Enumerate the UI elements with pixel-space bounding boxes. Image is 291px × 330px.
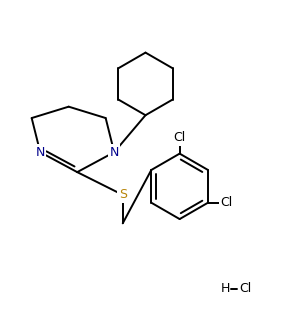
Text: Cl: Cl — [239, 282, 251, 295]
Text: S: S — [119, 188, 127, 201]
Text: N: N — [109, 146, 119, 159]
Text: Cl: Cl — [220, 196, 233, 209]
Text: H: H — [221, 282, 230, 295]
Text: N: N — [36, 146, 45, 159]
Text: Cl: Cl — [173, 131, 186, 145]
